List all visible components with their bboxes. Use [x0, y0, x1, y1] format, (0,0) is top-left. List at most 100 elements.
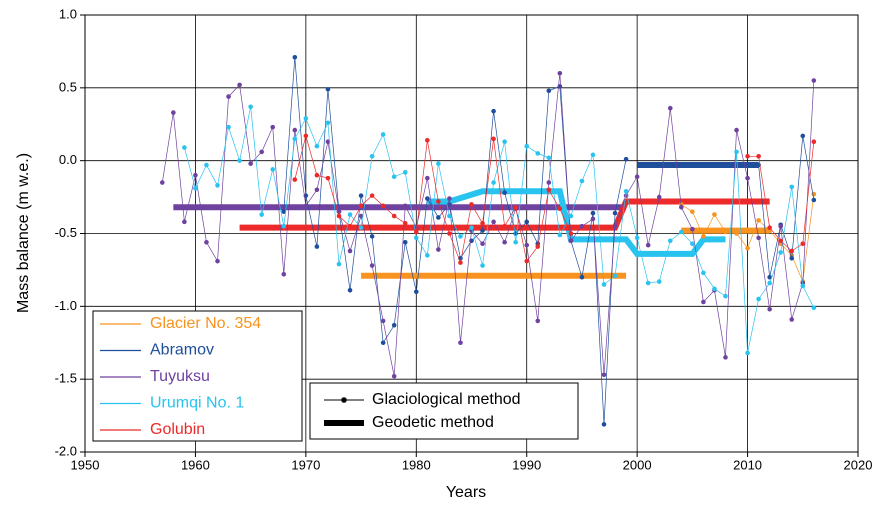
data-point: [524, 143, 530, 149]
data-point: [182, 219, 187, 225]
data-point: [347, 223, 353, 229]
data-point: [645, 242, 651, 248]
data-point: [391, 213, 397, 219]
data-point: [712, 286, 717, 292]
data-point: [701, 234, 706, 239]
data-point: [425, 137, 430, 143]
glaciological-line: [283, 57, 815, 425]
data-point: [789, 248, 795, 254]
y-tick-label: 0.5: [59, 79, 77, 94]
geodetic-line: [427, 188, 726, 257]
data-point: [789, 317, 795, 322]
data-point: [546, 88, 552, 94]
data-point: [314, 143, 320, 149]
data-point: [314, 187, 320, 193]
data-point: [303, 203, 309, 209]
data-point: [347, 212, 353, 217]
data-point: [535, 244, 541, 249]
data-point: [469, 238, 474, 244]
data-point: [513, 204, 518, 210]
data-point: [480, 228, 485, 233]
data-point: [690, 226, 695, 232]
data-point: [524, 242, 530, 248]
y-tick-label: -1.5: [55, 371, 77, 386]
legend-box: [92, 310, 303, 442]
data-point: [568, 238, 574, 244]
y-tick-label: 0.0: [59, 152, 77, 167]
data-point: [358, 193, 364, 198]
data-point: [447, 196, 452, 201]
data-point: [701, 299, 706, 305]
data-point: [723, 229, 728, 235]
data-point: [745, 175, 750, 181]
data-point: [601, 282, 607, 287]
data-point: [215, 183, 220, 188]
data-point: [579, 274, 585, 280]
data-point: [690, 209, 695, 214]
data-point: [789, 184, 795, 190]
geodetic-line: [239, 198, 770, 231]
data-point: [745, 245, 750, 251]
data-point: [292, 127, 298, 133]
data-point: [402, 203, 408, 209]
y-tick-label: -1.0: [55, 298, 77, 313]
data-point: [612, 223, 618, 229]
data-point: [491, 136, 496, 142]
data-point: [270, 167, 276, 172]
data-point: [391, 322, 397, 328]
x-tick-label: 2020: [844, 457, 873, 472]
data-point: [358, 213, 364, 219]
x-tick-label: 1960: [181, 457, 210, 472]
data-point: [480, 221, 485, 226]
data-point: [679, 204, 684, 210]
data-point: [590, 210, 596, 216]
data-point: [248, 161, 253, 166]
data-point: [701, 270, 706, 276]
data-point: [447, 213, 452, 219]
data-point: [160, 180, 165, 185]
legend-label: Glacier No. 354: [150, 315, 261, 332]
data-point: [413, 235, 419, 241]
data-point: [425, 196, 430, 201]
legend-label: Glaciological method: [372, 391, 521, 408]
x-tick-label: 1990: [512, 457, 541, 472]
data-point: [314, 172, 320, 178]
data-point: [557, 206, 563, 212]
data-point: [623, 156, 629, 162]
data-point: [391, 373, 397, 379]
data-point: [391, 174, 397, 179]
data-point: [535, 151, 541, 156]
data-point: [402, 170, 408, 175]
x-tick-label: 2010: [733, 457, 762, 472]
data-point: [204, 239, 209, 245]
data-point: [756, 235, 761, 241]
data-point: [226, 124, 231, 130]
data-point: [601, 422, 607, 427]
data-point: [679, 229, 684, 235]
y-axis-label: Mass balance (m w.e.): [15, 153, 32, 313]
data-point: [756, 296, 761, 302]
data-point: [800, 283, 806, 289]
data-point: [778, 238, 783, 244]
data-point: [325, 175, 331, 181]
data-point: [491, 108, 496, 114]
data-point: [358, 203, 364, 209]
data-point: [469, 202, 474, 207]
data-point: [612, 273, 618, 279]
x-tick-label: 1970: [291, 457, 320, 472]
data-point: [193, 186, 198, 191]
data-point: [601, 372, 607, 378]
data-point: [767, 306, 772, 312]
x-tick-label: 2000: [623, 457, 652, 472]
data-point: [171, 110, 176, 115]
data-point: [811, 305, 817, 311]
data-point: [281, 209, 287, 214]
data-point: [226, 94, 231, 99]
data-point: [656, 194, 662, 200]
data-point: [745, 350, 750, 356]
data-point: [292, 177, 298, 182]
data-point: [270, 124, 276, 130]
data-point: [259, 149, 264, 155]
y-tick-label: -0.5: [55, 225, 77, 240]
